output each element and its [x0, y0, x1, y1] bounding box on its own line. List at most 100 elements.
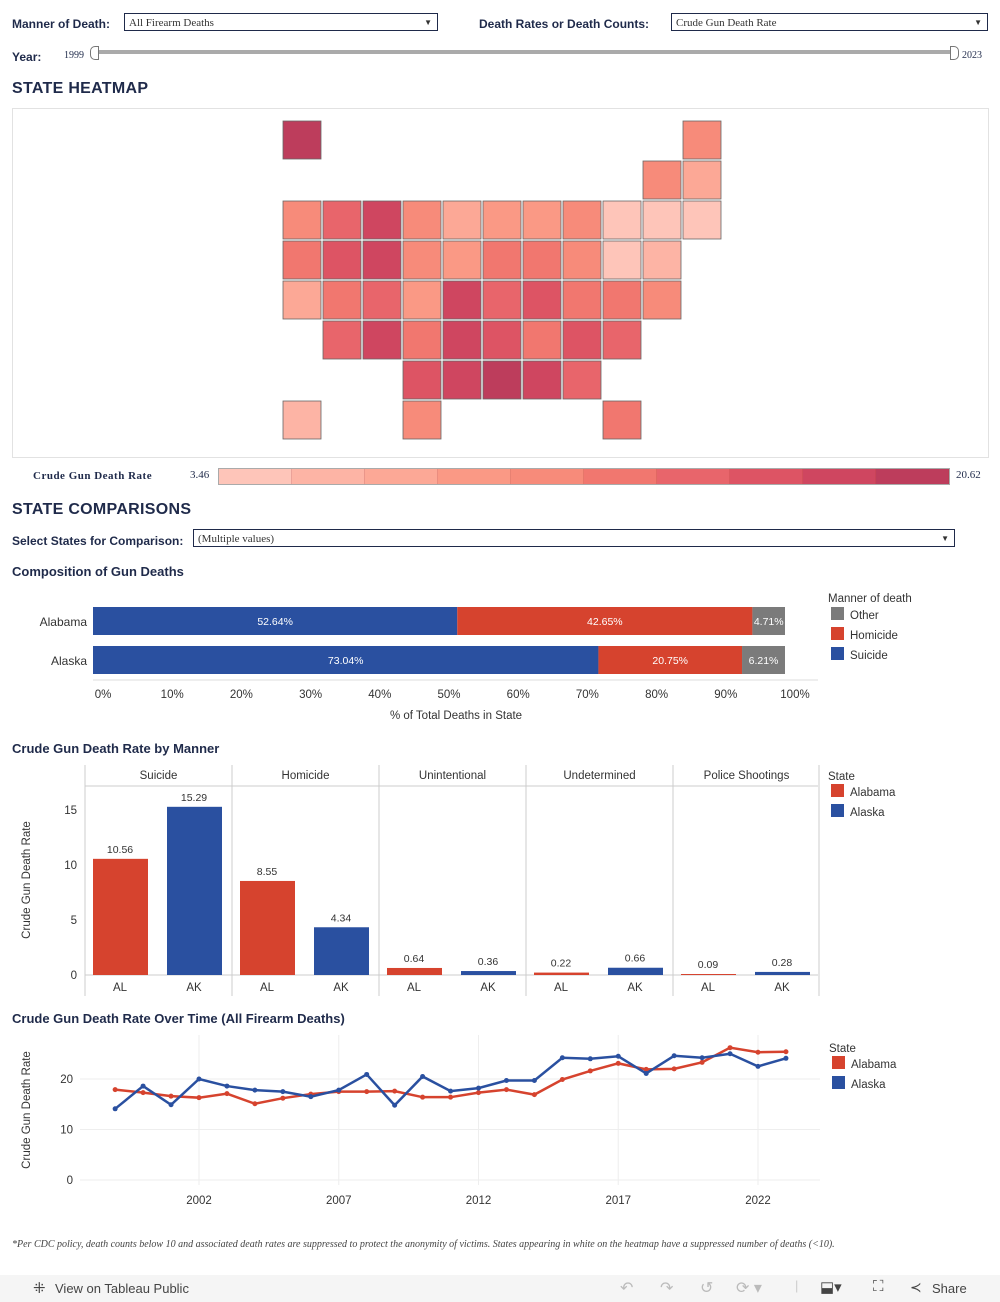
state-ny[interactable]	[602, 200, 642, 240]
legend-title: Manner of death	[828, 593, 912, 605]
state-me[interactable]	[682, 120, 722, 160]
state-wi[interactable]	[522, 200, 562, 240]
color-legend	[218, 468, 950, 485]
fullscreen-icon[interactable]: ⛶	[873, 1278, 884, 1295]
bar-other	[752, 607, 785, 635]
data-label: 10.56	[107, 844, 133, 856]
manner-bar-chart: 0 5 10 15 Crude Gun Death Rate Suicide 10.56 AL…	[21, 765, 896, 996]
state-dc[interactable]	[602, 320, 642, 360]
legend-item: Homicide	[850, 630, 898, 642]
undo-icon[interactable]: ↶	[620, 1280, 634, 1297]
panel-header: Suicide	[140, 770, 178, 782]
point-alaska	[308, 1094, 314, 1100]
state-va[interactable]	[562, 280, 602, 320]
measure-value: Crude Gun Death Rate	[676, 17, 777, 29]
download-icon[interactable]: ⬓▾	[820, 1279, 842, 1296]
state-vt[interactable]	[642, 160, 682, 200]
state-ct[interactable]	[642, 240, 682, 280]
legend-title: State	[828, 771, 855, 783]
state-la[interactable]	[442, 360, 482, 400]
state-ne[interactable]	[402, 280, 442, 320]
state-nh[interactable]	[682, 160, 722, 200]
state-mt[interactable]	[362, 200, 402, 240]
share-icon[interactable]: ≺	[910, 1279, 922, 1295]
state-nm[interactable]	[362, 320, 402, 360]
state-nd[interactable]	[402, 200, 442, 240]
state-select-dropdown[interactable]: (Multiple values) ▼	[193, 529, 955, 547]
x-tick: AK	[186, 982, 202, 994]
state-hi[interactable]	[282, 400, 322, 440]
state-in[interactable]	[482, 240, 522, 280]
state-or[interactable]	[282, 240, 322, 280]
state-il[interactable]	[482, 200, 522, 240]
state-nv[interactable]	[322, 240, 362, 280]
state-ia[interactable]	[442, 240, 482, 280]
state-fl[interactable]	[602, 400, 642, 440]
state-ky[interactable]	[482, 280, 522, 320]
point-alaska	[783, 1055, 789, 1061]
state-sc[interactable]	[562, 320, 602, 360]
data-label: 6.21%	[749, 655, 779, 667]
year-slider-max-handle[interactable]	[950, 46, 959, 60]
state-al[interactable]	[522, 360, 562, 400]
state-oh[interactable]	[522, 240, 562, 280]
state-ok[interactable]	[402, 360, 442, 400]
panel-header: Unintentional	[419, 770, 486, 782]
heatmap-map[interactable]	[12, 108, 989, 458]
view-on-tableau-link[interactable]: View on Tableau Public	[55, 1281, 189, 1296]
state-mi[interactable]	[562, 200, 602, 240]
legend-item: Alabama	[850, 787, 896, 799]
measure-label: Death Rates or Death Counts:	[479, 17, 650, 31]
state-ga[interactable]	[562, 360, 602, 400]
revert-icon[interactable]: ↺	[700, 1280, 714, 1297]
state-co[interactable]	[362, 280, 402, 320]
x-tick: 30%	[299, 689, 322, 701]
state-ms[interactable]	[482, 360, 522, 400]
year-slider-min-handle[interactable]	[90, 46, 99, 60]
manner-dropdown[interactable]: All Firearm Deaths ▼	[124, 13, 438, 31]
legend-item: Suicide	[850, 650, 888, 662]
manner-label: Manner of Death:	[12, 17, 111, 31]
state-ak[interactable]	[282, 120, 322, 160]
x-axis-title: % of Total Deaths in State	[390, 710, 522, 722]
state-ar[interactable]	[442, 320, 482, 360]
legend-swatch	[803, 469, 876, 484]
state-sd[interactable]	[402, 240, 442, 280]
state-mn[interactable]	[442, 200, 482, 240]
state-tn[interactable]	[482, 320, 522, 360]
state-md[interactable]	[602, 280, 642, 320]
state-ca[interactable]	[282, 280, 322, 320]
state-id[interactable]	[322, 200, 362, 240]
measure-dropdown[interactable]: Crude Gun Death Rate ▼	[671, 13, 988, 31]
legend-swatch	[657, 469, 730, 484]
refresh-icon[interactable]: ⟳ ▾	[736, 1280, 762, 1297]
year-slider-track[interactable]	[95, 50, 957, 54]
data-label: 0.64	[404, 953, 425, 965]
state-ut[interactable]	[322, 280, 362, 320]
state-ma[interactable]	[682, 200, 722, 240]
panel-header: Undetermined	[563, 770, 635, 782]
state-nc[interactable]	[522, 320, 562, 360]
state-wa[interactable]	[282, 200, 322, 240]
share-button[interactable]: Share	[932, 1281, 967, 1296]
state-ri[interactable]	[642, 200, 682, 240]
select-states-label: Select States for Comparison:	[12, 534, 184, 548]
state-mo[interactable]	[442, 280, 482, 320]
state-pa[interactable]	[562, 240, 602, 280]
redo-icon[interactable]: ↷	[660, 1280, 674, 1297]
point-alaska	[531, 1078, 537, 1084]
point-alaska	[252, 1087, 258, 1093]
state-ks[interactable]	[402, 320, 442, 360]
state-de[interactable]	[642, 280, 682, 320]
state-az[interactable]	[322, 320, 362, 360]
legend-swatch	[831, 784, 844, 797]
state-tx[interactable]	[402, 400, 442, 440]
us-state-map[interactable]	[13, 109, 988, 457]
legend-swatch	[292, 469, 365, 484]
state-wv[interactable]	[522, 280, 562, 320]
state-nj[interactable]	[602, 240, 642, 280]
state-wy[interactable]	[362, 240, 402, 280]
manner-chart-title: Crude Gun Death Rate by Manner	[12, 741, 220, 756]
x-tick: AK	[774, 982, 790, 994]
point-alaska	[140, 1083, 146, 1089]
